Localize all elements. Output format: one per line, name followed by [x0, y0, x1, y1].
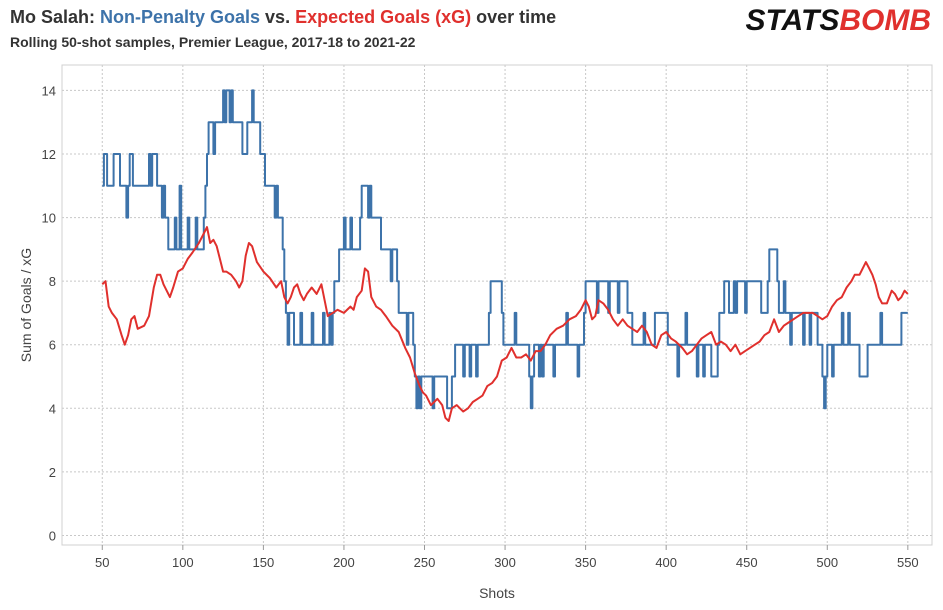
y-tick-label: 4	[49, 401, 56, 416]
title-mid: vs.	[260, 7, 296, 27]
x-tick-label: 400	[655, 555, 677, 570]
chart-subtitle: Rolling 50-shot samples, Premier League,…	[10, 34, 416, 50]
statsbomb-logo: STATSBOMB	[745, 4, 931, 38]
grid-lines	[62, 65, 932, 545]
x-tick-label: 500	[816, 555, 838, 570]
logo-part-stats: STATS	[745, 4, 840, 37]
x-tick-label: 250	[414, 555, 436, 570]
y-axis-label: Sum of Goals / xG	[18, 248, 34, 362]
x-axis-ticks: 50 100 150 200 250 300 350 400 450 500 550	[95, 545, 919, 570]
plot-area-frame	[61, 64, 933, 546]
x-tick-label: 150	[253, 555, 275, 570]
y-tick-label: 14	[42, 83, 56, 98]
x-tick-label: 50	[95, 555, 109, 570]
y-tick-label: 8	[49, 274, 56, 289]
title-suffix: over time	[471, 7, 557, 27]
logo-part-bomb: BOMB	[839, 4, 931, 37]
chart-title: Mo Salah: Non-Penalty Goals vs. Expected…	[10, 7, 556, 28]
series-lines	[101, 89, 909, 422]
series-line-expected-goals	[101, 226, 909, 422]
series-line-non-penalty-goals	[102, 89, 908, 410]
title-series-xg: Expected Goals (xG)	[295, 7, 472, 27]
x-tick-label: 450	[736, 555, 758, 570]
x-tick-label: 550	[897, 555, 919, 570]
y-axis-ticks: 0 2 4 6 8 10 12 14	[42, 83, 56, 543]
title-prefix: Mo Salah:	[10, 7, 101, 27]
x-axis-label: Shots	[479, 585, 515, 601]
y-tick-label: 2	[49, 465, 56, 480]
x-tick-label: 350	[575, 555, 597, 570]
title-series-goals: Non-Penalty Goals	[100, 7, 261, 27]
y-tick-label: 6	[49, 338, 56, 353]
x-tick-label: 300	[494, 555, 516, 570]
x-tick-label: 100	[172, 555, 194, 570]
y-tick-label: 12	[42, 147, 56, 162]
y-tick-label: 10	[42, 211, 56, 226]
x-tick-label: 200	[333, 555, 355, 570]
y-tick-label: 0	[49, 528, 56, 543]
